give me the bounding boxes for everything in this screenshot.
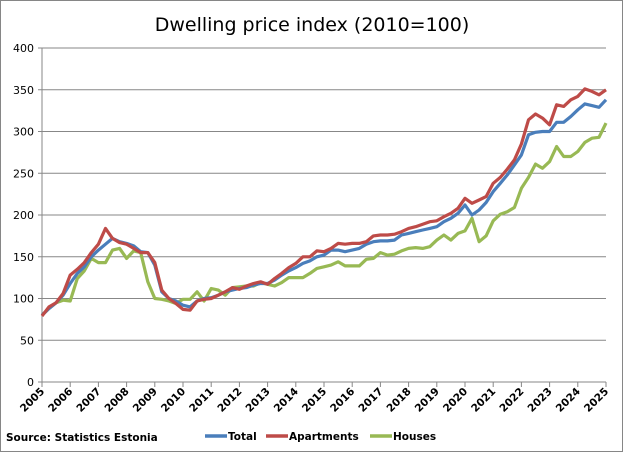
legend-label: Houses — [393, 431, 436, 443]
y-tick-label: 350 — [13, 84, 34, 97]
y-tick-label: 200 — [13, 209, 34, 222]
y-tick-label: 250 — [13, 167, 34, 180]
chart-title: Dwelling price index (2010=100) — [155, 14, 470, 36]
legend-item-houses: Houses — [370, 431, 436, 443]
y-axis: 0 50 100 150 200 250 300 350 400 — [13, 42, 43, 389]
series-line-apartments — [40, 87, 607, 317]
legend-item-total: Total — [205, 431, 257, 443]
legend-label: Apartments — [289, 431, 359, 443]
y-tick-label: 100 — [13, 293, 34, 306]
y-tick-label: 300 — [13, 126, 34, 139]
y-tick-label: 150 — [13, 251, 34, 264]
legend-item-apartments: Apartments — [266, 431, 359, 443]
y-tick-label: 0 — [27, 376, 34, 389]
source-note: Source: Statistics Estonia — [6, 432, 158, 444]
legend: Total Apartments Houses — [205, 431, 436, 443]
y-tick-label: 400 — [13, 42, 34, 55]
y-tick-label: 50 — [20, 334, 34, 347]
legend-label: Total — [228, 431, 257, 443]
series-line-total — [40, 98, 608, 317]
gridlines — [42, 47, 606, 341]
series-lines — [40, 87, 608, 317]
